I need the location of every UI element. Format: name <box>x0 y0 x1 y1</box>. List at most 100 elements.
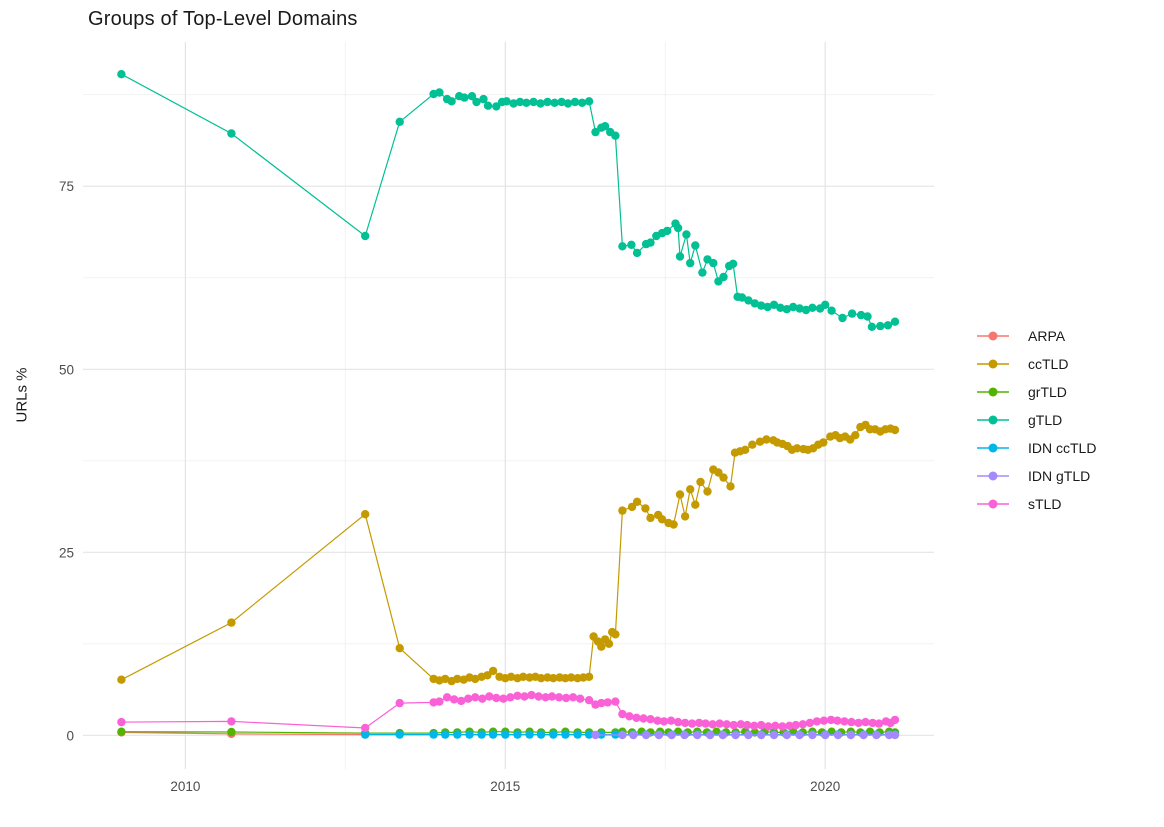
data-point-cctld <box>536 674 546 683</box>
data-point-cctld <box>549 674 558 683</box>
data-point-gtld <box>361 231 370 241</box>
data-point-cctld <box>117 675 126 684</box>
data-point-stld <box>442 693 452 702</box>
data-point-cctld <box>755 437 765 446</box>
data-point-idn-gtld <box>885 730 894 740</box>
data-point-stld <box>840 717 849 726</box>
legend-item-grtld: grTLD <box>976 378 1096 406</box>
data-point-stld <box>584 696 594 705</box>
data-point-stld <box>611 697 620 706</box>
data-point-idn-cctld <box>429 730 438 739</box>
data-point-idn-gtld <box>769 730 779 740</box>
data-point-cctld <box>890 425 900 435</box>
data-point-gtld <box>821 300 830 309</box>
data-point-idn-gtld <box>757 730 766 740</box>
series-line-gtld <box>121 73 896 328</box>
data-point-grtld <box>712 727 721 736</box>
legend-label-idn-cctld: IDN ccTLD <box>1028 440 1097 456</box>
data-point-cctld <box>488 666 498 676</box>
data-point-idn-gtld <box>718 730 727 740</box>
data-point-gtld <box>719 272 728 282</box>
data-point-stld <box>478 694 487 703</box>
data-point-gtld <box>776 303 785 312</box>
data-point-gtld <box>675 252 685 261</box>
data-point-stld <box>736 720 745 729</box>
data-point-stld <box>534 692 543 701</box>
data-point-stld <box>701 719 710 728</box>
data-point-cctld <box>519 672 528 681</box>
data-point-cctld <box>741 445 750 454</box>
data-point-gtld <box>686 258 695 268</box>
legend-key-icon <box>977 415 1009 425</box>
data-point-gtld <box>801 305 811 315</box>
data-point-stld <box>874 719 884 728</box>
data-point-gtld <box>522 98 531 108</box>
data-point-stld <box>812 717 822 726</box>
data-point-cctld <box>714 468 723 477</box>
data-point-cctld <box>597 642 606 651</box>
data-point-idn-gtld <box>705 730 715 740</box>
data-point-cctld <box>719 473 728 482</box>
legend-key-icon <box>977 443 1009 453</box>
data-point-stld <box>757 720 766 730</box>
data-point-gtld <box>460 93 469 102</box>
data-point-gtld <box>763 302 772 312</box>
legend-item-arpa: ARPA <box>976 322 1096 350</box>
data-point-stld <box>527 690 536 700</box>
data-point-stld <box>868 718 877 728</box>
data-point-stld <box>729 720 738 730</box>
data-point-stld <box>520 692 529 701</box>
data-point-stld <box>854 718 863 728</box>
data-point-idn-cctld <box>536 730 546 739</box>
legend-item-idn-gtld: IDN gTLD <box>976 462 1096 490</box>
data-point-idn-cctld <box>395 730 404 739</box>
data-point-stld <box>554 693 564 702</box>
data-point-gtld <box>691 241 700 250</box>
data-point-gtld <box>673 223 683 233</box>
data-point-gtld <box>611 131 620 140</box>
data-point-stld <box>499 694 508 703</box>
data-point-stld <box>666 716 676 725</box>
data-point-gtld <box>847 309 857 318</box>
data-point-cctld <box>584 672 594 681</box>
data-point-gtld <box>698 268 707 277</box>
data-point-idn-gtld <box>744 730 753 740</box>
data-point-idn-cctld <box>513 730 522 739</box>
data-point-idn-gtld <box>641 730 651 740</box>
data-point-stld <box>750 721 759 730</box>
y-axis-title: URLs % <box>13 367 31 423</box>
data-point-stld <box>639 714 648 723</box>
data-point-gtld <box>395 117 404 127</box>
data-point-gtld <box>543 97 552 107</box>
data-point-stld <box>826 715 836 725</box>
data-point-gtld <box>890 317 900 326</box>
data-point-cctld <box>675 490 685 499</box>
data-point-stld <box>618 709 627 719</box>
data-point-idn-gtld <box>872 730 881 740</box>
data-point-cctld <box>471 674 480 684</box>
data-point-idn-gtld <box>629 730 638 740</box>
data-point-stld <box>513 691 522 700</box>
data-point-stld <box>395 698 404 708</box>
data-point-stld <box>632 713 641 722</box>
legend-key-icon <box>977 331 1009 341</box>
data-point-cctld <box>611 630 620 639</box>
x-tick-label: 2020 <box>810 779 840 794</box>
data-point-stld <box>485 692 494 701</box>
data-point-cctld <box>696 477 705 487</box>
data-point-idn-cctld <box>549 730 558 739</box>
data-point-stld <box>653 716 662 725</box>
data-point-cctld <box>646 513 655 523</box>
data-point-gtld <box>570 97 580 107</box>
data-point-cctld <box>604 639 614 648</box>
data-point-gtld <box>827 306 836 315</box>
data-point-stld <box>722 720 731 729</box>
data-point-gtld <box>808 303 817 312</box>
legend-label-cctld: ccTLD <box>1028 356 1069 372</box>
data-point-cctld <box>361 510 370 519</box>
legend-key-icon <box>977 471 1009 481</box>
series-gtld <box>117 70 900 331</box>
data-point-gtld <box>769 300 779 309</box>
data-point-grtld <box>865 727 875 736</box>
data-point-gtld <box>682 230 691 239</box>
